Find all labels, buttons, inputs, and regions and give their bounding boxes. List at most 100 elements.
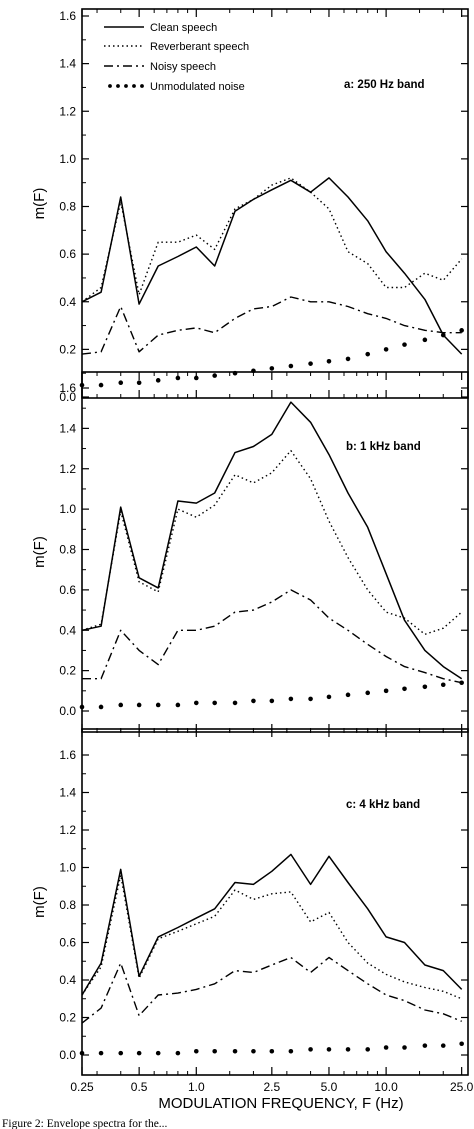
series-unmodulated-noise-point: [98, 382, 104, 388]
series-unmodulated-noise-point: [98, 704, 104, 710]
panel-b: 0.0 0.2 0.4 0.6 0.8 1.0 1.2 1.4 1.6 m(F) b: 1 kHz …: [31, 371, 469, 733]
series-unmodulated-noise-point: [422, 1043, 428, 1048]
series-unmodulated-noise-point: [422, 684, 428, 690]
plot-frame: [81, 371, 469, 733]
y-tick-label: 0.6: [59, 583, 76, 597]
legend-entry: Noisy speech: [150, 61, 216, 73]
legend-swatch-dot: [116, 84, 120, 88]
legend-entry: Unmodulated noise: [150, 81, 245, 93]
y-tick-label: 0.0: [59, 704, 76, 718]
series-unmodulated-noise-point: [269, 366, 275, 371]
series-unmodulated-noise-point: [251, 1048, 256, 1054]
y-tick-label: 1.6: [59, 9, 76, 23]
series-unmodulated-noise-point: [383, 1045, 389, 1050]
y-tick-label: 0.6: [59, 936, 76, 950]
plot-frame: [81, 8, 469, 399]
y-tick-label: 0.0: [59, 1048, 76, 1062]
y-tick-label: 0.8: [59, 543, 76, 557]
series-unmodulated-noise-point: [440, 1043, 446, 1048]
series-unmodulated-noise-point: [422, 337, 428, 343]
series-unmodulated-noise-point: [79, 1050, 85, 1056]
series-unmodulated-noise-point: [251, 698, 256, 704]
series-unmodulated-noise-point: [365, 1047, 371, 1052]
y-tick-label: 0.0: [59, 390, 76, 404]
x-tick-label: 0.5: [131, 1080, 148, 1094]
series-unmodulated-noise-point: [232, 1048, 238, 1054]
series-reverberant-speech-line: [81, 874, 462, 1000]
series-unmodulated-noise-point: [459, 328, 464, 333]
y-tick-label: 0.4: [59, 295, 76, 309]
series-unmodulated-noise-point: [365, 690, 371, 696]
y-axis-title: m(F): [31, 886, 48, 918]
panel-c: 0.0 0.2 0.4 0.6 0.8 1.0 1.2 1.4 1.6 m(F) c: 4 kHz …: [31, 728, 474, 1112]
y-tick-label: 1.2: [59, 104, 76, 118]
series-unmodulated-noise-point: [308, 1047, 313, 1052]
series-unmodulated-noise-point: [175, 375, 181, 381]
y-axis-title: m(F): [31, 188, 48, 220]
series-unmodulated-noise-point: [288, 1048, 294, 1054]
series-unmodulated-noise-point: [365, 351, 371, 357]
series-unmodulated-noise-point: [118, 702, 124, 708]
series-unmodulated-noise-point: [308, 696, 313, 702]
series-noisy-speech-line: [81, 956, 462, 1024]
series-clean-speech-line: [81, 401, 463, 680]
panel-label: c: 4 kHz band: [346, 799, 420, 811]
series-unmodulated-noise-point: [136, 702, 142, 708]
series-unmodulated-noise-point: [459, 680, 464, 686]
series-unmodulated-noise-point: [326, 1047, 332, 1052]
series-unmodulated-noise-point: [118, 380, 124, 386]
series-unmodulated-noise-point: [402, 1045, 407, 1050]
series-unmodulated-noise-point: [155, 702, 161, 708]
series-unmodulated-noise-point: [308, 361, 313, 366]
legend: Clean speech Reverberant speech Noisy spee…: [104, 22, 249, 93]
series-unmodulated-noise-point: [193, 700, 199, 706]
series-reverberant-speech-line: [81, 177, 463, 303]
panel-a: 0.0 0.2 0.4 0.6 0.8 1.0 1.2 1.4 1.6 m(F) a: 250 Hz…: [31, 8, 469, 404]
x-tick-label: 25.0: [450, 1080, 474, 1094]
series-unmodulated-noise-point: [402, 686, 407, 692]
y-tick-label: 1.0: [59, 152, 76, 166]
panel-label: a: 250 Hz band: [344, 79, 425, 91]
series-unmodulated-noise-point: [136, 1050, 142, 1056]
series-reverberant-speech-line: [81, 449, 463, 635]
series-unmodulated-noise-point: [459, 1041, 464, 1047]
series-unmodulated-noise-point: [326, 694, 332, 700]
legend-swatch-dot: [108, 84, 112, 88]
y-tick-label: 0.2: [59, 1011, 76, 1025]
x-tick-label: 2.5: [263, 1080, 280, 1094]
legend-entry: Clean speech: [150, 22, 217, 34]
series-unmodulated-noise-point: [402, 342, 407, 347]
x-tick-label: 5.0: [321, 1080, 338, 1094]
series-noisy-speech-line: [82, 589, 462, 684]
y-tick-label: 0.4: [59, 973, 76, 987]
series-unmodulated-noise-point: [345, 356, 351, 362]
series-unmodulated-noise-point: [383, 688, 389, 694]
series-clean-speech-line: [81, 177, 463, 355]
x-tick-label: 0.25: [70, 1080, 94, 1094]
series-unmodulated-noise-point: [232, 700, 238, 706]
series-unmodulated-noise-point: [288, 696, 294, 702]
series-unmodulated-noise-point: [212, 700, 217, 706]
y-tick-label: 1.4: [59, 421, 76, 435]
series-unmodulated-noise-point: [155, 378, 161, 383]
series-unmodulated-noise-point: [383, 347, 389, 352]
legend-swatch-dot: [124, 84, 128, 88]
y-axis-title: m(F): [31, 536, 48, 568]
panel-label: b: 1 kHz band: [346, 441, 421, 453]
y-tick-label: 0.8: [59, 200, 76, 214]
series-unmodulated-noise-point: [175, 1050, 181, 1056]
plot-frame: [81, 728, 469, 1076]
y-tick-label: 1.2: [59, 823, 76, 837]
series-unmodulated-noise-point: [269, 698, 275, 704]
legend-entry: Reverberant speech: [150, 41, 249, 53]
series-clean-speech-line: [81, 853, 463, 996]
y-tick-label: 1.4: [59, 786, 76, 800]
series-unmodulated-noise-point: [212, 1048, 217, 1054]
x-axis-title: MODULATION FREQUENCY, F (Hz): [158, 1095, 403, 1112]
series-unmodulated-noise-point: [193, 1048, 199, 1054]
series-unmodulated-noise-point: [118, 1050, 124, 1056]
x-tick-label: 10.0: [374, 1080, 398, 1094]
series-unmodulated-noise-point: [288, 363, 294, 369]
y-tick-label: 0.8: [59, 898, 76, 912]
